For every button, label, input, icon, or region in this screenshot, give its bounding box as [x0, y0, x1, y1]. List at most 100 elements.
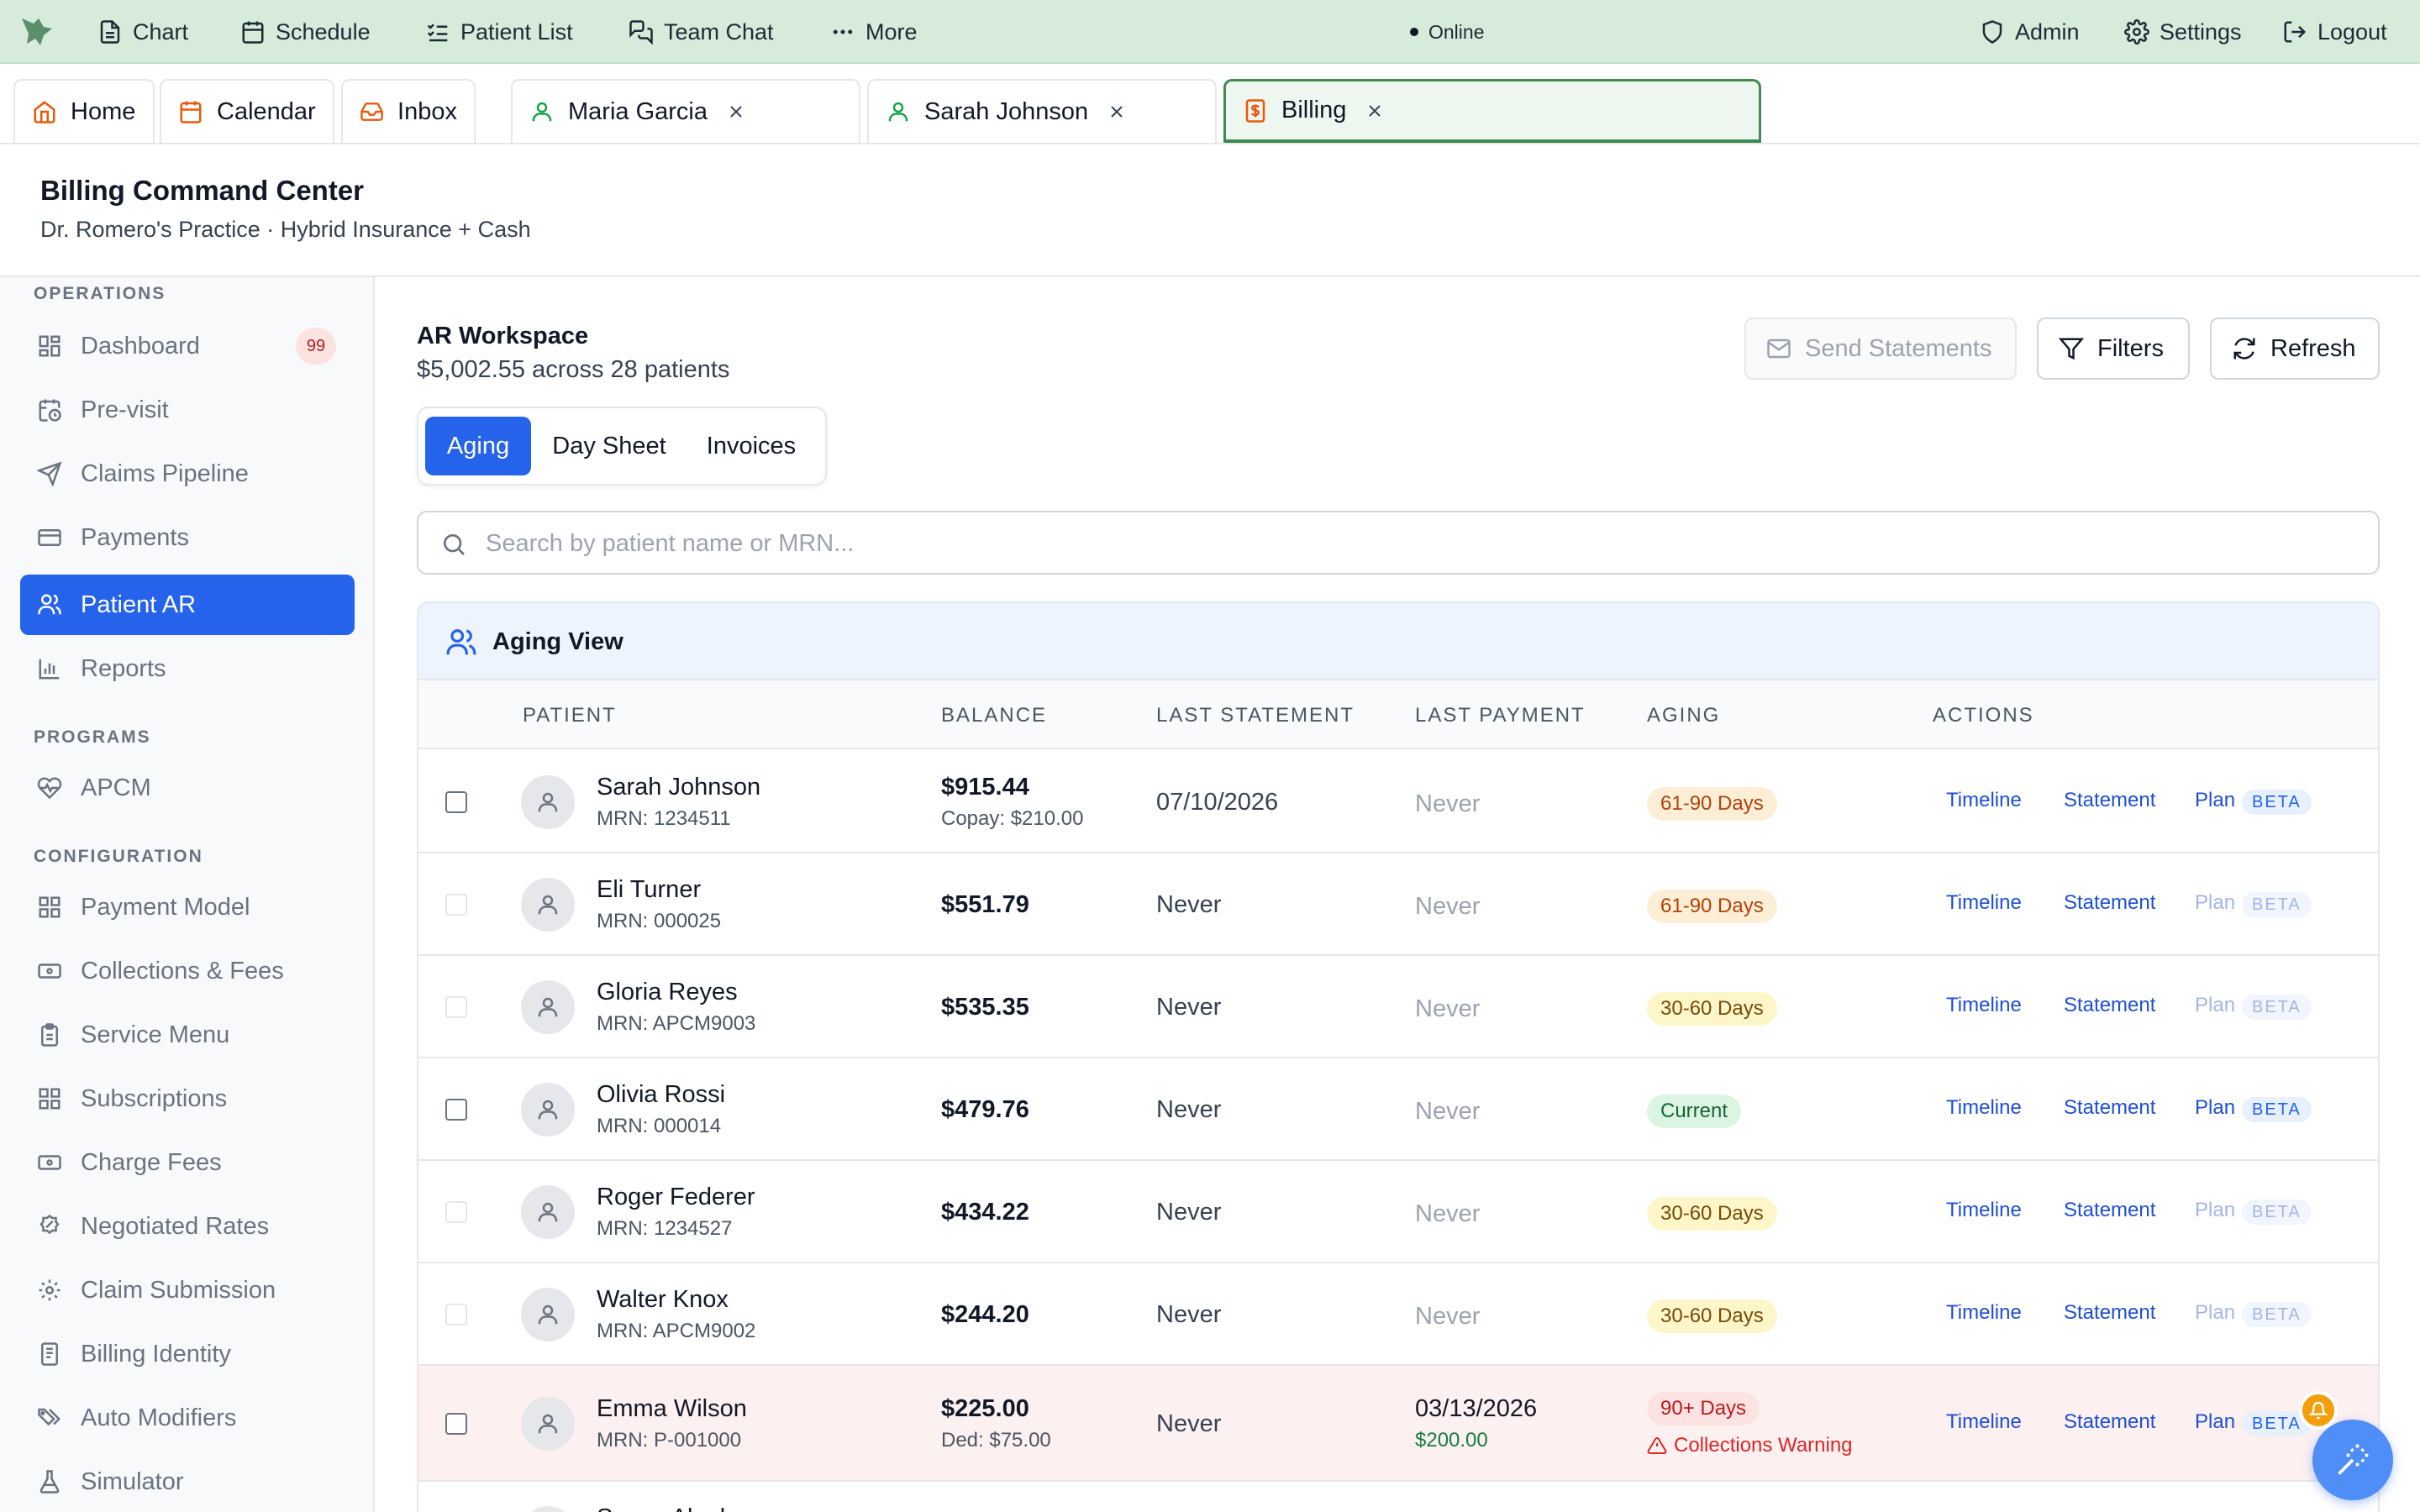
sidebar-item-auto-modifiers[interactable]: Auto Modifiers [20, 1388, 355, 1448]
timeline-link[interactable]: Timeline [1946, 994, 2022, 1016]
sidebar-item-patient-ar[interactable]: Patient AR [20, 575, 355, 635]
timeline-link[interactable]: Timeline [1946, 1410, 2022, 1433]
patient-name[interactable]: Olivia Rossi [597, 1081, 726, 1108]
patient-name[interactable]: Emma Wilson [597, 1395, 747, 1422]
statement-link[interactable]: Statement [2064, 1301, 2156, 1324]
nav-more[interactable]: More [830, 0, 918, 64]
tab-patient-maria-garcia[interactable]: Maria Garcia [511, 79, 860, 143]
search-input[interactable] [486, 524, 2334, 563]
table-row[interactable]: Roger Federer MRN: 1234527 $434.22 Never Nev… [418, 1161, 2378, 1263]
table-row[interactable]: Olivia Rossi MRN: 000014 $479.76 Never Never… [418, 1058, 2378, 1161]
search-icon [444, 534, 465, 555]
sidebar-item-apcm[interactable]: APCM [20, 758, 355, 818]
table-row[interactable]: Emma Wilson MRN: P-001000 $225.00 Ded: $75.… [418, 1366, 2378, 1482]
plan-link[interactable]: Plan [2195, 1096, 2236, 1119]
sidebar-item-billing-identity[interactable]: Billing Identity [20, 1324, 355, 1384]
sidebar-item-charge-fees[interactable]: Charge Fees [20, 1132, 355, 1193]
table-row[interactable]: Susan Alonk [418, 1482, 2378, 1512]
nav-settings[interactable]: Settings [2124, 0, 2242, 64]
plan-link[interactable]: Plan [2195, 1301, 2236, 1324]
blocks-icon [39, 896, 60, 918]
nav-chart[interactable]: Chart [97, 0, 188, 64]
statement-link[interactable]: Statement [2064, 1410, 2156, 1433]
table-row[interactable]: Eli Turner MRN: 000025 $551.79 Never Never 61… [418, 853, 2378, 956]
document-icon [100, 20, 120, 44]
plan-link[interactable]: Plan [2195, 891, 2236, 914]
refresh-button[interactable]: Refresh [2210, 318, 2380, 380]
sidebar-item-simulator[interactable]: Simulator [20, 1452, 355, 1512]
user-icon [538, 1414, 558, 1434]
app-logo-icon[interactable] [18, 15, 55, 49]
tab-calendar[interactable]: Calendar [160, 79, 334, 143]
close-icon[interactable] [726, 102, 746, 122]
aging-status-badge: 30-60 Days [1647, 1197, 1777, 1231]
row-select-checkbox[interactable] [445, 791, 467, 813]
statement-link[interactable]: Statement [2064, 891, 2156, 914]
aging-status-badge: 61-90 Days [1647, 890, 1777, 923]
sidebar-item-claim-submission[interactable]: Claim Submission [20, 1260, 355, 1320]
row-select-checkbox[interactable] [445, 996, 467, 1018]
page-header: Billing Command Center Dr. Romero's Prac… [0, 144, 2420, 277]
sidebar-item-service-menu[interactable]: Service Menu [20, 1005, 355, 1065]
row-select-checkbox[interactable] [445, 894, 467, 916]
timeline-link[interactable]: Timeline [1946, 1301, 2022, 1324]
timeline-link[interactable]: Timeline [1946, 1199, 2022, 1221]
nav-schedule[interactable]: Schedule [240, 0, 371, 64]
patient-name[interactable]: Gloria Reyes [597, 979, 738, 1005]
plan-link[interactable]: Plan [2195, 1199, 2236, 1221]
sidebar-item-subscriptions[interactable]: Subscriptions [20, 1068, 355, 1129]
nav-admin[interactable]: Admin [1980, 0, 2080, 64]
tab-patient-sarah-johnson[interactable]: Sarah Johnson [867, 79, 1217, 143]
patient-name[interactable]: Roger Federer [597, 1184, 755, 1210]
timeline-link[interactable]: Timeline [1946, 891, 2022, 914]
patient-name[interactable]: Eli Turner [597, 876, 702, 903]
tab-inbox[interactable]: Inbox [341, 79, 476, 143]
nav-team-chat[interactable]: Team Chat [629, 0, 774, 64]
close-icon[interactable] [1365, 101, 1385, 121]
statement-link[interactable]: Statement [2064, 789, 2156, 811]
tab-home[interactable]: Home [13, 79, 155, 143]
nav-patient-list[interactable]: Patient List [425, 0, 573, 64]
tab-day-sheet[interactable]: Day Sheet [552, 432, 666, 459]
sidebar-item-pre-visit[interactable]: Pre-visit [20, 380, 355, 440]
patient-name[interactable]: Walter Knox [597, 1286, 729, 1313]
sidebar-item-negotiated-rates[interactable]: Negotiated Rates [20, 1196, 355, 1257]
sidebar-item-dashboard[interactable]: Dashboard 99 [20, 316, 355, 376]
filters-button[interactable]: Filters [2037, 318, 2190, 380]
table-row[interactable]: Gloria Reyes MRN: APCM9003 $535.35 Never Nev… [418, 956, 2378, 1058]
row-select-checkbox[interactable] [445, 1304, 467, 1326]
plan-link[interactable]: Plan [2195, 994, 2236, 1016]
row-select-checkbox[interactable] [445, 1099, 467, 1121]
close-icon[interactable] [1107, 102, 1127, 122]
timeline-link[interactable]: Timeline [1946, 1096, 2022, 1119]
sidebar-item-claims-pipeline[interactable]: Claims Pipeline [20, 444, 355, 504]
tab-invoices[interactable]: Invoices [706, 432, 797, 459]
tab-aging[interactable]: Aging [425, 417, 531, 475]
gear-icon [2124, 19, 2149, 45]
last-payment: Never [1415, 995, 1481, 1022]
statement-link[interactable]: Statement [2064, 994, 2156, 1016]
table-row[interactable]: Sarah Johnson MRN: 1234511 $915.44 Copay: $… [418, 751, 2378, 853]
send-statements-button[interactable]: Send Statements [1744, 318, 2017, 380]
notification-bell[interactable] [2299, 1391, 2338, 1430]
avatar [521, 980, 575, 1034]
plan-link[interactable]: Plan [2195, 1410, 2236, 1433]
row-select-checkbox[interactable] [445, 1201, 467, 1223]
timeline-link[interactable]: Timeline [1946, 789, 2022, 811]
patient-name[interactable]: Susan Alonk [597, 1504, 732, 1512]
row-select-checkbox[interactable] [445, 1413, 467, 1435]
users-icon [38, 594, 61, 615]
sidebar-item-label: Patient AR [81, 591, 197, 618]
sidebar-item-collections-fees[interactable]: Collections & Fees [20, 941, 355, 1001]
statement-link[interactable]: Statement [2064, 1199, 2156, 1221]
nav-logout[interactable]: Logout [2282, 0, 2387, 64]
table-row[interactable]: Walter Knox MRN: APCM9002 $244.20 Never Neve… [418, 1263, 2378, 1366]
sidebar-item-payments[interactable]: Payments [20, 507, 355, 568]
patient-name[interactable]: Sarah Johnson [597, 774, 761, 801]
plan-link[interactable]: Plan [2195, 789, 2236, 811]
sidebar-item-reports[interactable]: Reports [20, 638, 355, 699]
tab-billing[interactable]: Billing [1223, 79, 1761, 143]
sidebar-item-payment-model[interactable]: Payment Model [20, 877, 355, 937]
statement-link[interactable]: Statement [2064, 1096, 2156, 1119]
ai-assistant-button[interactable] [2312, 1420, 2393, 1500]
